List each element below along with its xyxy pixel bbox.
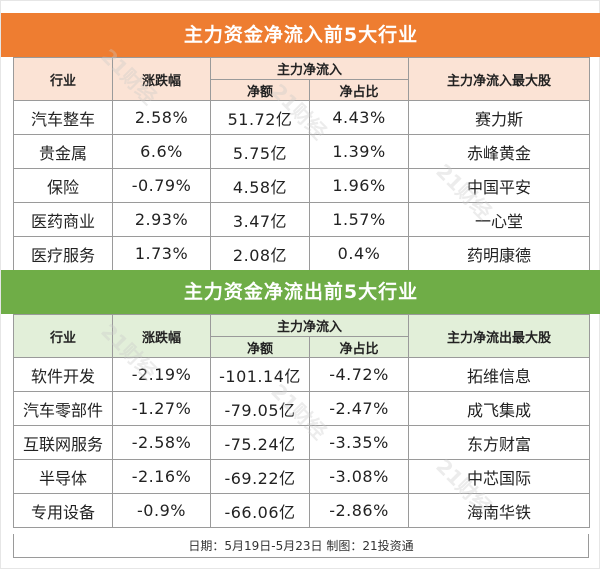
header-main-net: 主力净流入 (209, 314, 410, 337)
net-ratio-cell: 0.4% (308, 236, 410, 271)
industry-cell: 互联网服务 (13, 425, 113, 460)
outflow-table: 行业 涨跌幅 主力净流入 主力净流出最大股 净额 净占比 软件开发 -2.19%… (13, 314, 591, 528)
table-row: 软件开发 -2.19% -101.14亿 -4.72% 拓维信息 (13, 357, 591, 392)
net-ratio-cell: 1.96% (308, 168, 410, 203)
net-amount-cell: -79.05亿 (210, 391, 310, 426)
table-row: 贵金属 6.6% 5.75亿 1.39% 赤峰黄金 (13, 134, 591, 169)
industry-cell: 专用设备 (13, 493, 113, 528)
top-stock-cell: 成飞集成 (408, 391, 591, 426)
net-ratio-cell: -4.72% (308, 357, 410, 392)
net-amount-cell: -101.14亿 (210, 357, 310, 392)
industry-cell: 软件开发 (13, 357, 113, 392)
inflow-table: 行业 涨跌幅 主力净流入 主力净流入最大股 净额 净占比 汽车整车 2.58% … (13, 57, 591, 271)
industry-cell: 贵金属 (13, 134, 113, 169)
change-cell: 1.73% (112, 236, 211, 271)
change-cell: 2.93% (112, 202, 211, 237)
header-top-stock: 主力净流入最大股 (408, 57, 591, 101)
top-stock-cell: 药明康德 (408, 236, 591, 271)
net-ratio-cell: 1.39% (308, 134, 410, 169)
header-industry: 行业 (13, 57, 113, 101)
table-row: 医药商业 2.93% 3.47亿 1.57% 一心堂 (13, 202, 591, 237)
net-ratio-cell: -3.08% (308, 459, 410, 494)
outflow-title: 主力资金净流出前5大行业 (1, 270, 600, 314)
net-ratio-cell: -3.35% (308, 425, 410, 460)
header-net-ratio: 净占比 (308, 79, 410, 101)
industry-cell: 汽车整车 (13, 100, 113, 135)
header-change: 涨跌幅 (112, 314, 211, 358)
table-row: 互联网服务 -2.58% -75.24亿 -3.35% 东方财富 (13, 425, 591, 460)
top-stock-cell: 中国平安 (408, 168, 591, 203)
top-stock-cell: 赛力斯 (408, 100, 591, 135)
inflow-title: 主力资金净流入前5大行业 (1, 13, 600, 57)
header-net-amount: 净额 (210, 79, 310, 101)
footer-credit: 日期：5月19日-5月23日 制图：21投资通 (13, 534, 589, 558)
net-ratio-cell: 1.57% (308, 202, 410, 237)
industry-cell: 汽车零部件 (13, 391, 113, 426)
change-cell: -1.27% (112, 391, 211, 426)
table-row: 半导体 -2.16% -69.22亿 -3.08% 中芯国际 (13, 459, 591, 494)
net-amount-cell: 4.58亿 (210, 168, 310, 203)
table-row: 汽车整车 2.58% 51.72亿 4.43% 赛力斯 (13, 100, 591, 135)
change-cell: -0.9% (112, 493, 211, 528)
net-amount-cell: -75.24亿 (210, 425, 310, 460)
header-net-ratio: 净占比 (308, 336, 410, 358)
top-stock-cell: 拓维信息 (408, 357, 591, 392)
net-amount-cell: -66.06亿 (210, 493, 310, 528)
net-amount-cell: 2.08亿 (210, 236, 310, 271)
header-industry: 行业 (13, 314, 113, 358)
table-row: 专用设备 -0.9% -66.06亿 -2.86% 海南华铁 (13, 493, 591, 528)
change-cell: 6.6% (112, 134, 211, 169)
change-cell: -2.16% (112, 459, 211, 494)
industry-cell: 半导体 (13, 459, 113, 494)
change-cell: -2.19% (112, 357, 211, 392)
industry-cell: 医疗服务 (13, 236, 113, 271)
net-ratio-cell: -2.86% (308, 493, 410, 528)
header-main-net: 主力净流入 (209, 57, 410, 80)
header-top-stock: 主力净流出最大股 (408, 314, 591, 358)
net-amount-cell: 51.72亿 (210, 100, 310, 135)
change-cell: -0.79% (112, 168, 211, 203)
net-amount-cell: 3.47亿 (210, 202, 310, 237)
header-change: 涨跌幅 (112, 57, 211, 101)
table-row: 医疗服务 1.73% 2.08亿 0.4% 药明康德 (13, 236, 591, 271)
top-stock-cell: 中芯国际 (408, 459, 591, 494)
top-stock-cell: 一心堂 (408, 202, 591, 237)
change-cell: -2.58% (112, 425, 211, 460)
net-amount-cell: 5.75亿 (210, 134, 310, 169)
table-row: 保险 -0.79% 4.58亿 1.96% 中国平安 (13, 168, 591, 203)
top-stock-cell: 东方财富 (408, 425, 591, 460)
table-row: 汽车零部件 -1.27% -79.05亿 -2.47% 成飞集成 (13, 391, 591, 426)
top-stock-cell: 海南华铁 (408, 493, 591, 528)
change-cell: 2.58% (112, 100, 211, 135)
net-ratio-cell: -2.47% (308, 391, 410, 426)
industry-cell: 医药商业 (13, 202, 113, 237)
net-amount-cell: -69.22亿 (210, 459, 310, 494)
industry-cell: 保险 (13, 168, 113, 203)
top-stock-cell: 赤峰黄金 (408, 134, 591, 169)
net-ratio-cell: 4.43% (308, 100, 410, 135)
header-net-amount: 净额 (210, 336, 310, 358)
